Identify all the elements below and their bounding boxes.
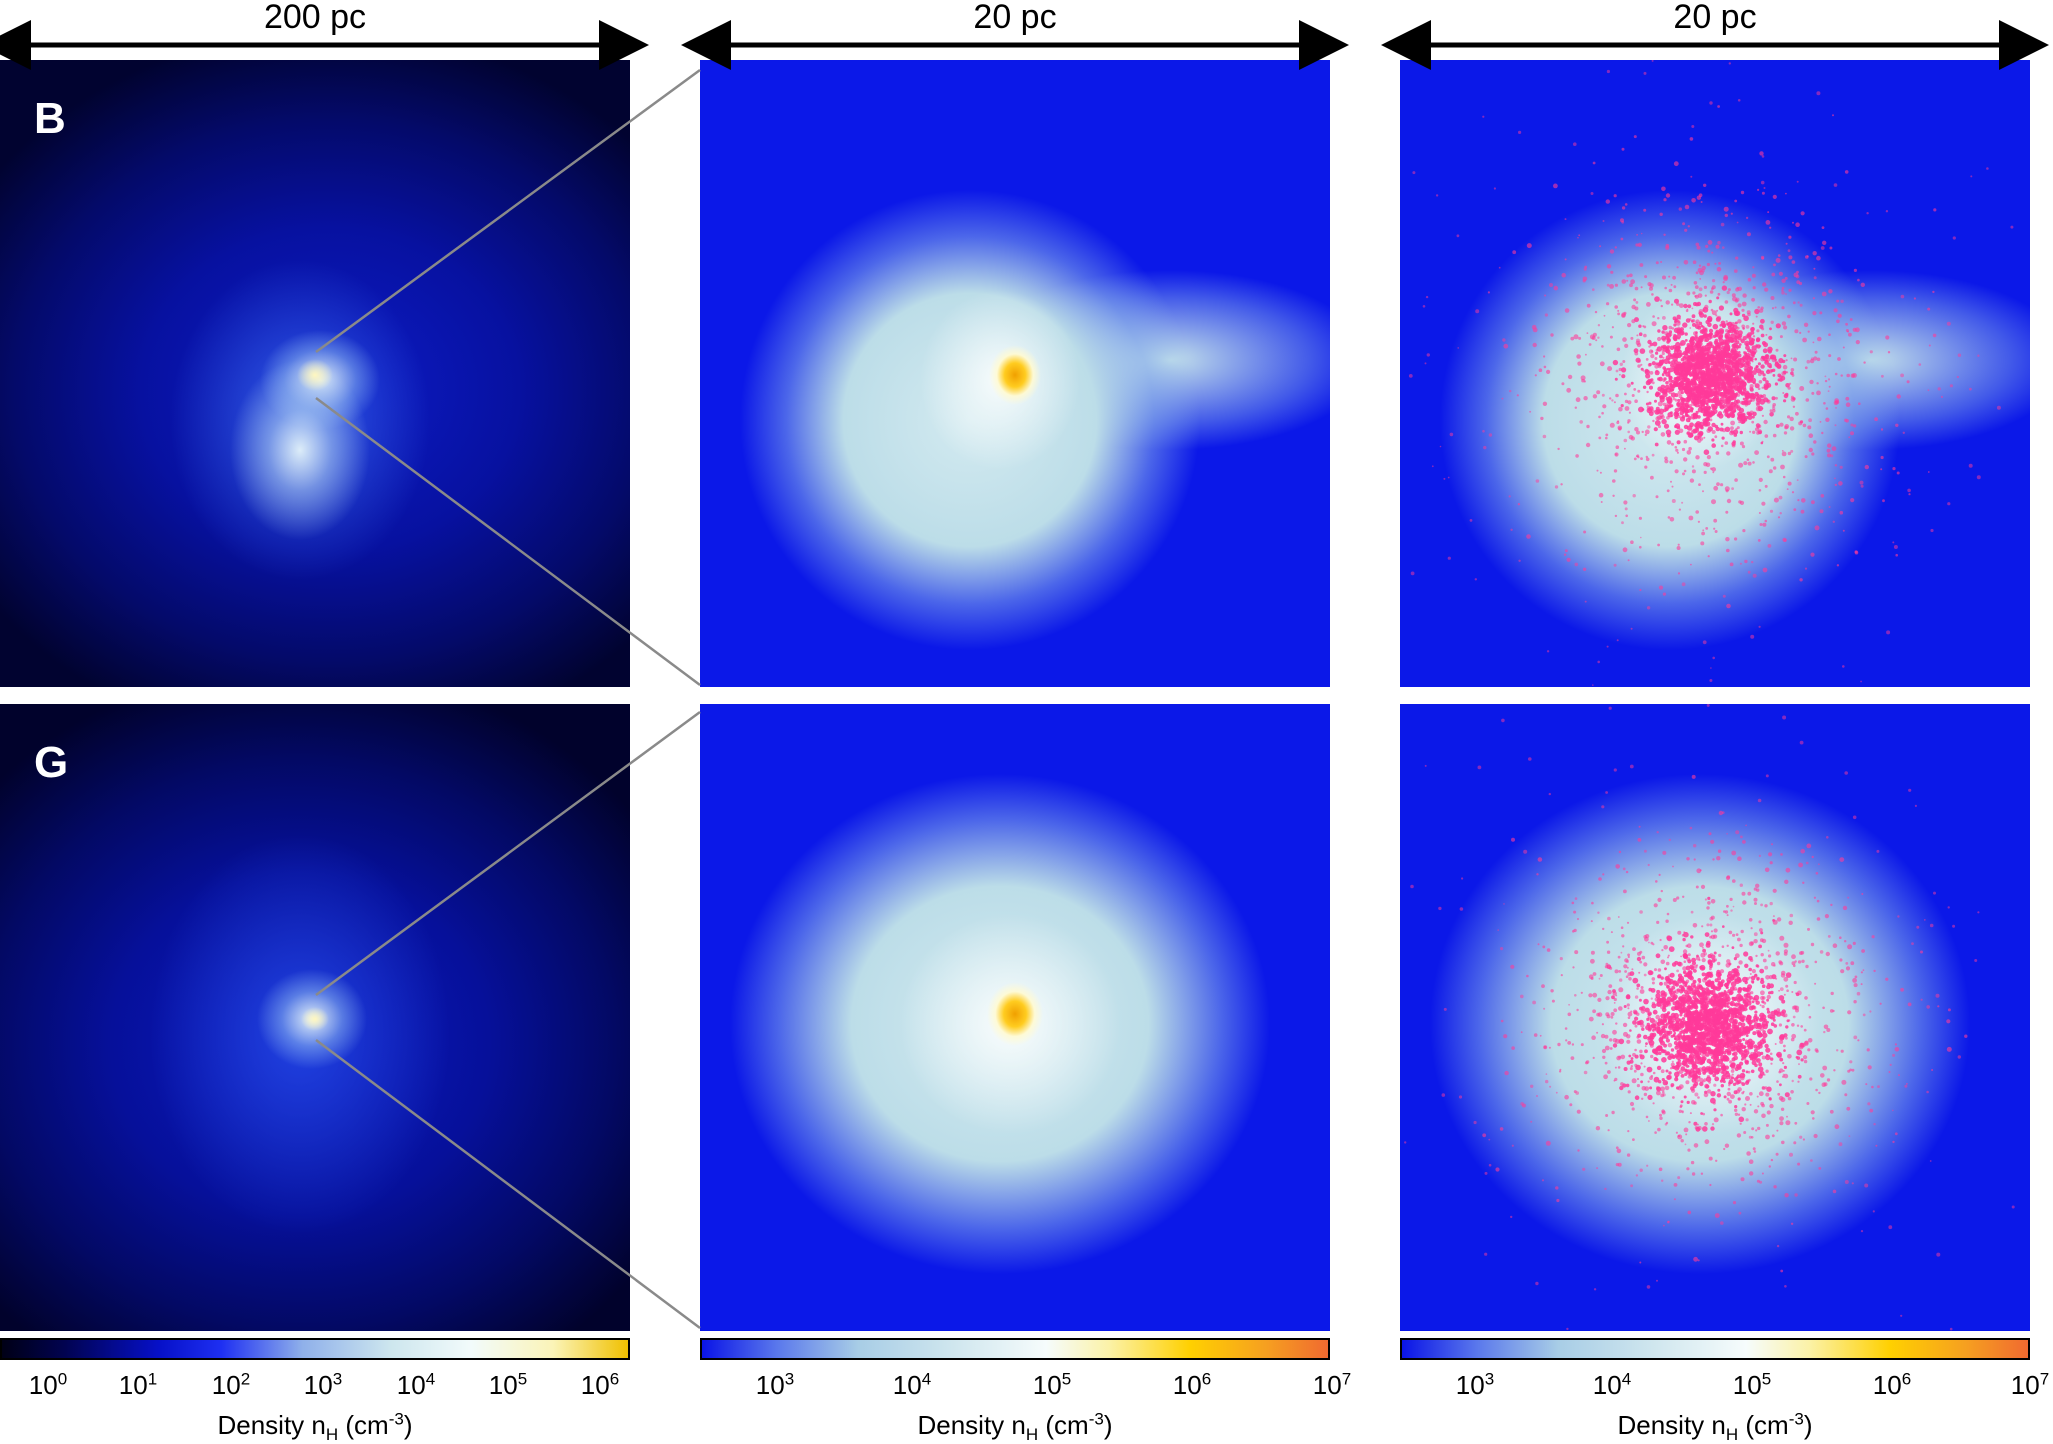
colorbar-tick-label: 105: [489, 1372, 527, 1398]
colorbar-tick-label: 102: [212, 1372, 250, 1398]
colorbar-tick-label: 104: [1593, 1372, 1631, 1398]
colorbar-tick-label: 104: [893, 1372, 931, 1398]
colorbar-tick-label: 107: [1313, 1372, 1351, 1398]
colorbar-zoom-stars-label: Density nH (cm-3): [1400, 1412, 2030, 1438]
scale-label-20pc-right: 20 pc: [1400, 0, 2030, 34]
panel-bottom-wide: G: [0, 704, 630, 1331]
colorbar-tick-label: 100: [29, 1372, 67, 1398]
colorbar-tick-label: 103: [756, 1372, 794, 1398]
colorbar-zoom-stars: [1400, 1338, 2030, 1360]
panel-top-zoom-stars: [1400, 60, 2030, 687]
panel-letter-bottom: G: [34, 738, 68, 788]
colorbar-wide: [0, 1338, 630, 1360]
colorbar-tick-label: 103: [1456, 1372, 1494, 1398]
colorbar-tick-label: 105: [1733, 1372, 1771, 1398]
colorbar-tick-label: 106: [581, 1372, 619, 1398]
scale-label-200pc: 200 pc: [0, 0, 630, 34]
panel-top-wide: B: [0, 60, 630, 687]
colorbar-wide-label: Density nH (cm-3): [0, 1412, 630, 1438]
colorbar-tick-label: 106: [1173, 1372, 1211, 1398]
panel-top-zoom-gas: [700, 60, 1330, 687]
colorbar-tick-label: 107: [2011, 1372, 2049, 1398]
star-particles-bottom: [1400, 704, 2030, 1331]
colorbar-tick-label: 103: [304, 1372, 342, 1398]
colorbar-tick-label: 101: [119, 1372, 157, 1398]
panel-letter-top: B: [34, 94, 66, 144]
panel-bottom-zoom-stars: [1400, 704, 2030, 1331]
panel-bottom-zoom-gas: [700, 704, 1330, 1331]
star-particles-top: [1400, 60, 2030, 687]
colorbar-tick-label: 106: [1873, 1372, 1911, 1398]
colorbar-tick-label: 105: [1033, 1372, 1071, 1398]
colorbar-tick-label: 104: [397, 1372, 435, 1398]
colorbar-zoom-gas-label: Density nH (cm-3): [700, 1412, 1330, 1438]
colorbar-zoom-gas: [700, 1338, 1330, 1360]
scale-label-20pc-middle: 20 pc: [700, 0, 1330, 34]
